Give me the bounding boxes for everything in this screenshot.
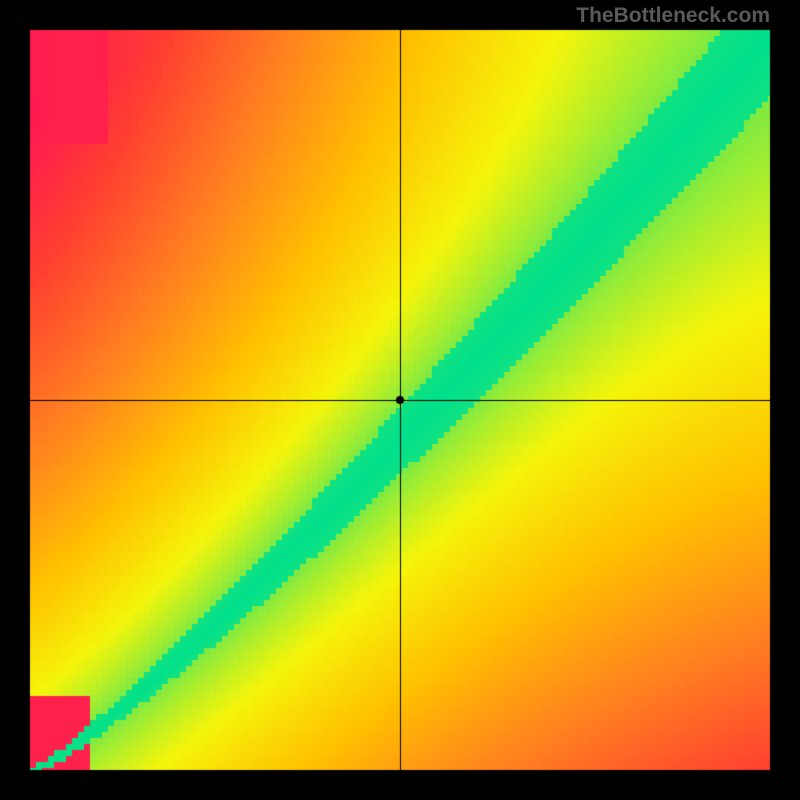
bottleneck-heatmap: [0, 0, 800, 800]
watermark-text: TheBottleneck.com: [576, 4, 770, 28]
chart-container: TheBottleneck.com: [0, 0, 800, 800]
